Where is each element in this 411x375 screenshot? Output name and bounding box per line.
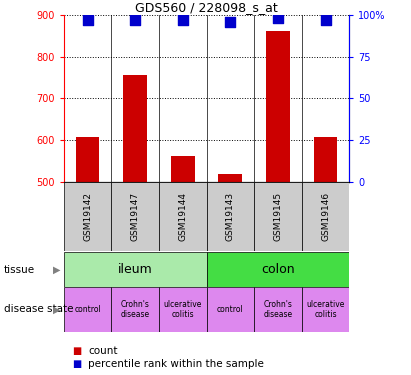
Bar [64, 287, 111, 332]
Text: GSM19147: GSM19147 [131, 192, 140, 241]
Point [227, 19, 233, 25]
Bar [159, 287, 206, 332]
Text: Crohn's
disease: Crohn's disease [263, 300, 293, 319]
Bar [206, 287, 254, 332]
Bar [254, 182, 302, 251]
Bar [111, 287, 159, 332]
Text: control: control [217, 305, 244, 314]
Text: ▶: ▶ [53, 265, 61, 274]
Text: ■: ■ [72, 346, 81, 356]
Text: GSM19146: GSM19146 [321, 192, 330, 241]
Text: ulcerative
colitis: ulcerative colitis [164, 300, 202, 319]
Point [84, 17, 91, 23]
Bar [64, 182, 111, 251]
Text: disease state: disease state [4, 304, 74, 314]
Text: control: control [74, 305, 101, 314]
Bar [76, 137, 99, 182]
Text: Crohn's
disease: Crohn's disease [120, 300, 150, 319]
Text: colon: colon [261, 263, 295, 276]
Point [275, 15, 281, 21]
Point [322, 17, 329, 23]
Text: tissue: tissue [4, 265, 35, 274]
Bar [302, 182, 349, 251]
Text: GSM19143: GSM19143 [226, 192, 235, 241]
Bar [64, 252, 206, 287]
Bar [206, 182, 254, 251]
Bar [266, 31, 290, 182]
Title: GDS560 / 228098_s_at: GDS560 / 228098_s_at [135, 1, 278, 14]
Bar [254, 287, 302, 332]
Bar [206, 252, 349, 287]
Bar [302, 287, 349, 332]
Text: ▶: ▶ [53, 304, 61, 314]
Text: ileum: ileum [118, 263, 152, 276]
Bar [159, 182, 206, 251]
Text: GSM19145: GSM19145 [273, 192, 282, 241]
Text: count: count [88, 346, 118, 356]
Bar [123, 75, 147, 182]
Text: GSM19144: GSM19144 [178, 192, 187, 241]
Bar [314, 137, 337, 182]
Bar [218, 174, 242, 182]
Bar [171, 156, 195, 182]
Text: ulcerative
colitis: ulcerative colitis [306, 300, 345, 319]
Text: percentile rank within the sample: percentile rank within the sample [88, 359, 264, 369]
Text: ■: ■ [72, 359, 81, 369]
Bar [111, 182, 159, 251]
Point [132, 17, 139, 23]
Text: GSM19142: GSM19142 [83, 192, 92, 241]
Point [180, 17, 186, 23]
